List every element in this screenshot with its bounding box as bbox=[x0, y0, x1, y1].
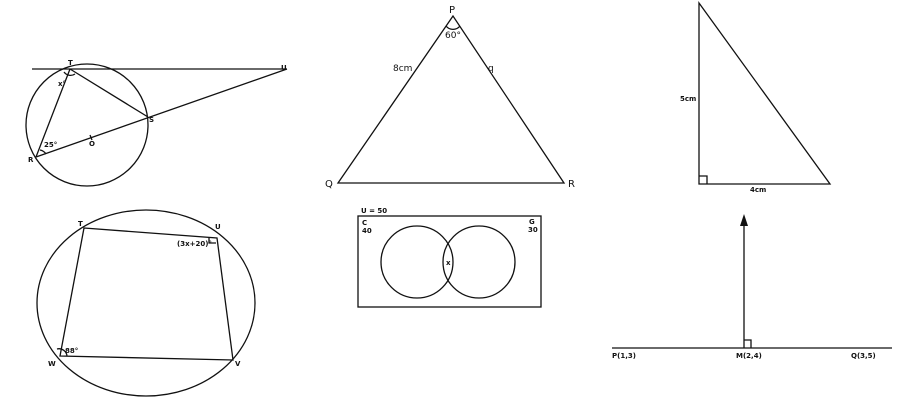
perpendicular-figure: P(1,3) M(2,4) Q(3,5) bbox=[612, 214, 892, 360]
angle-w-arc bbox=[56, 348, 68, 357]
triangle-pqr bbox=[336, 14, 566, 184]
base-label: 4cm bbox=[750, 186, 766, 194]
circle-tangent-figure: T U S R O x° 25° bbox=[25, 59, 288, 187]
side-q-label: q bbox=[488, 64, 494, 74]
set-c-label: C bbox=[362, 219, 367, 227]
arrow-head bbox=[740, 214, 748, 226]
right-triangle bbox=[698, 0, 832, 185]
secant-ru bbox=[35, 68, 288, 158]
angle-u-label: (3x+20)° bbox=[177, 240, 212, 248]
point-q-label: Q(3,5) bbox=[851, 352, 876, 360]
label-v: V bbox=[235, 360, 241, 368]
set-g-circle bbox=[442, 225, 516, 299]
angle-88-label: 88° bbox=[65, 347, 78, 355]
intersection-label: x bbox=[446, 259, 451, 267]
chord-ts bbox=[69, 68, 149, 118]
triangle-pqr-figure: P Q R 60° 8cm q bbox=[325, 5, 575, 190]
set-c-circle bbox=[380, 225, 454, 299]
universal-set-box bbox=[357, 215, 542, 308]
angle-r-arc bbox=[39, 149, 47, 155]
right-triangle-figure: 5cm 4cm bbox=[680, 0, 832, 194]
label-r2: R bbox=[568, 179, 575, 190]
label-r: R bbox=[28, 156, 34, 164]
label-t: T bbox=[68, 59, 73, 67]
angle-x-label: x° bbox=[58, 80, 66, 88]
venn-diagram-figure: U = 50 C 40 G 30 x bbox=[357, 207, 542, 308]
label-t2: T bbox=[78, 220, 83, 228]
label-p: P bbox=[449, 5, 455, 16]
circle-2 bbox=[36, 209, 256, 397]
angle-u-marker bbox=[208, 237, 216, 244]
set-c-value: 40 bbox=[362, 227, 372, 235]
set-g-value: 30 bbox=[528, 226, 538, 234]
angle-25-label: 25° bbox=[44, 141, 57, 149]
label-u: U bbox=[281, 64, 287, 72]
cyclic-quadrilateral-figure: T U V W (3x+20)° 88° bbox=[36, 209, 256, 397]
angle-60-label: 60° bbox=[445, 31, 461, 41]
right-angle-marker bbox=[699, 175, 708, 184]
angle-p-arc bbox=[445, 25, 461, 30]
label-u2: U bbox=[215, 223, 221, 231]
point-m-label: M(2,4) bbox=[736, 352, 762, 360]
circle-1 bbox=[25, 63, 149, 187]
chord-tr bbox=[35, 68, 71, 158]
universe-label: U = 50 bbox=[361, 207, 387, 215]
height-label: 5cm bbox=[680, 95, 696, 103]
angle-t-arc bbox=[63, 71, 76, 76]
quadrilateral-tuvw bbox=[59, 227, 234, 361]
center-tick bbox=[89, 134, 93, 141]
set-g-label: G bbox=[529, 218, 535, 226]
right-angle-marker-2 bbox=[744, 339, 752, 348]
label-w: W bbox=[48, 360, 56, 368]
point-p-label: P(1,3) bbox=[612, 352, 636, 360]
label-q: Q bbox=[325, 179, 333, 190]
label-o: O bbox=[89, 140, 95, 148]
side-8cm-label: 8cm bbox=[393, 64, 412, 74]
label-s: S bbox=[149, 116, 154, 124]
